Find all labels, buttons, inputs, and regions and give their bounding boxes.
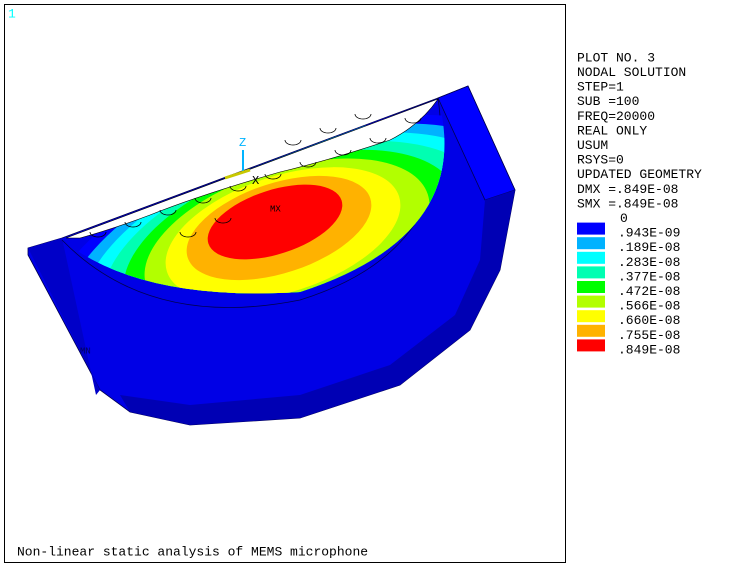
legend-level: .189E-08: [618, 240, 680, 255]
legend-header-line: DMX =.849E-08: [577, 182, 678, 197]
legend-swatch: [577, 339, 605, 352]
legend-level: .755E-08: [618, 328, 680, 343]
caption: Non-linear static analysis of MEMS micro…: [17, 544, 368, 559]
max-marker: MX: [270, 204, 281, 214]
legend-swatch: [577, 266, 605, 279]
legend-header-line: SUB =100: [577, 94, 639, 109]
legend-header-line: REAL ONLY: [577, 123, 647, 138]
legend-level: .943E-09: [618, 226, 680, 241]
left-block: [28, 238, 100, 395]
legend-swatch: [577, 281, 605, 293]
legend-header-line: STEP=1: [577, 80, 624, 95]
legend-level: .283E-08: [618, 255, 680, 270]
legend-swatch: [577, 295, 605, 308]
legend-swatch: [577, 222, 605, 235]
backplate: [65, 98, 439, 239]
legend-level: .849E-08: [618, 342, 680, 357]
legend-header-line: FREQ=20000: [577, 109, 655, 124]
triad-x-axis: [224, 168, 251, 180]
triad-x-label: X: [252, 174, 259, 188]
legend-level: 0: [620, 211, 628, 226]
legend-header-line: SMX =.849E-08: [577, 196, 678, 211]
legend-header-line: RSYS=0: [577, 153, 624, 168]
min-marker: MN: [80, 346, 91, 356]
triad-z-label: Z: [239, 136, 246, 150]
model: Z X MX MN: [27, 85, 516, 426]
legend-level: .566E-08: [618, 299, 680, 314]
legend-level: .472E-08: [618, 284, 680, 299]
legend-swatch: [577, 251, 605, 264]
legend-header-line: PLOT NO. 3: [577, 50, 655, 65]
legend-header-line: UPDATED GEOMETRY: [577, 167, 702, 182]
legend-swatch: [577, 324, 605, 337]
housing-side: [120, 190, 515, 425]
legend-level: .660E-08: [618, 313, 680, 328]
backplate-holes: [89, 113, 422, 238]
legend-swatch: [577, 310, 605, 323]
legend-swatch: [577, 237, 605, 250]
legend-level: .377E-08: [618, 269, 680, 284]
legend-header-line: NODAL SOLUTION: [577, 65, 686, 80]
window-number: 1: [8, 6, 16, 21]
contour-band: [207, 184, 343, 260]
legend-header-line: USUM: [577, 138, 608, 153]
